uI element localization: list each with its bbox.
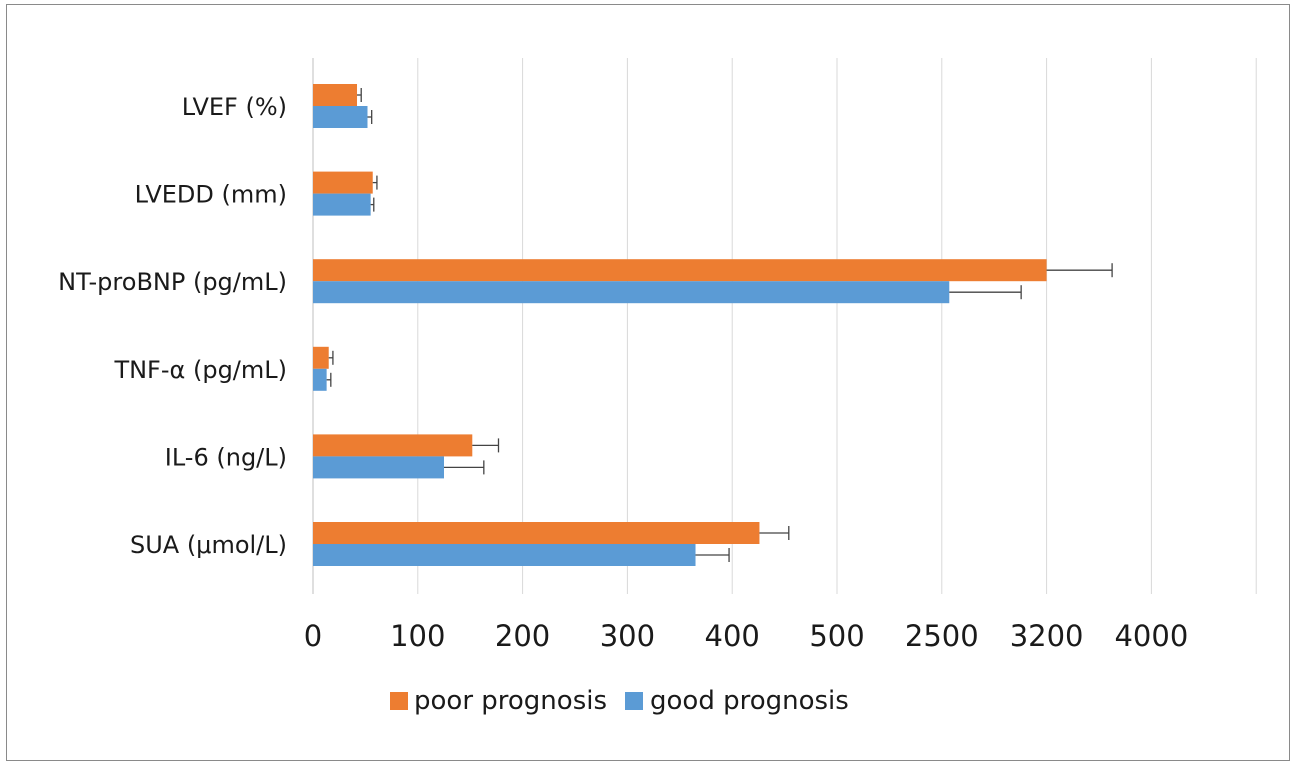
chart-frame	[6, 4, 1290, 761]
legend-swatch-poor	[390, 692, 408, 710]
gridlines	[312, 58, 1257, 594]
x-tick-label: 2500	[905, 619, 979, 653]
legend: poor prognosis good prognosis	[390, 686, 849, 716]
bar-good	[313, 544, 696, 566]
x-tick-label: 300	[600, 619, 655, 653]
bar-poor	[313, 171, 373, 194]
bar-good	[313, 456, 444, 479]
legend-label-good: good prognosis	[650, 686, 849, 716]
category-labels: LVEF (%) LVEDD (mm) NT-proBNP (pg/mL) TNF-α…	[58, 93, 287, 559]
bar-good	[313, 193, 371, 216]
legend-label-poor: poor prognosis	[414, 686, 607, 716]
x-tick-label: 4000	[1114, 619, 1188, 653]
bar-good	[313, 368, 327, 391]
category-label: LVEF (%)	[182, 93, 287, 121]
x-tick-label: 200	[495, 619, 550, 653]
legend-swatch-good	[625, 692, 643, 710]
category-label: LVEDD (mm)	[135, 181, 287, 209]
x-tick-label: 500	[809, 619, 864, 653]
x-tick-labels: 0 100 200 300 400 500 2500 3200 4000	[304, 619, 1189, 653]
x-tick-label: 400	[705, 619, 760, 653]
bar-poor	[313, 346, 329, 369]
category-label: SUA (μmol/L)	[130, 531, 287, 559]
x-tick-label: 0	[304, 619, 322, 653]
category-label: NT-proBNP (pg/mL)	[58, 268, 287, 296]
error-bars	[326, 88, 1113, 562]
x-tick-label: 100	[390, 619, 445, 653]
category-label: IL-6 (ng/L)	[165, 443, 287, 471]
bar-poor	[313, 84, 358, 106]
bar-poor	[313, 434, 473, 457]
bar-poor	[313, 522, 760, 544]
x-tick-label: 3200	[1010, 619, 1084, 653]
bars	[313, 84, 1047, 566]
bar-good	[313, 106, 368, 128]
bar-poor	[313, 259, 1047, 282]
bar-good	[313, 281, 950, 304]
category-label: TNF-α (pg/mL)	[113, 356, 287, 384]
